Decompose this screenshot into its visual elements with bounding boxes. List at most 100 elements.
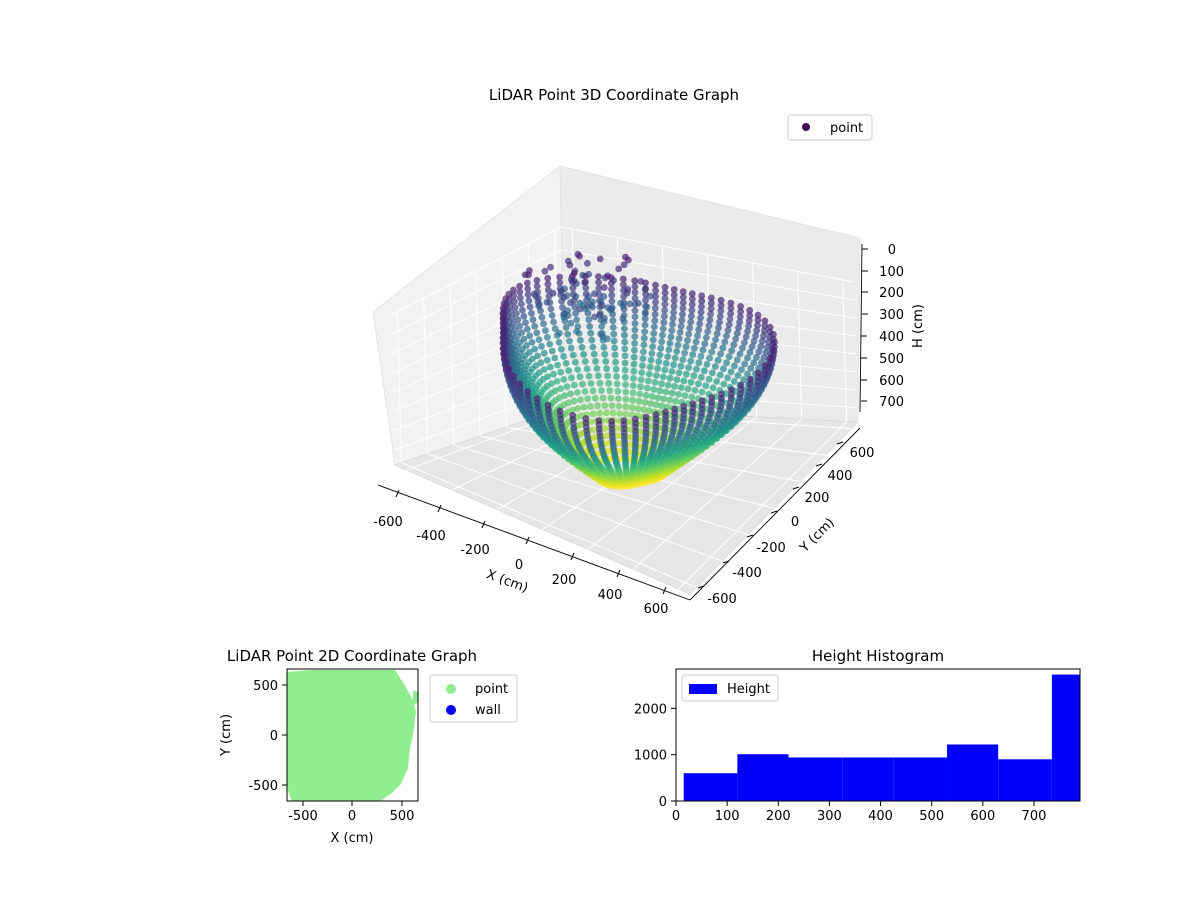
lidar-point: [607, 279, 615, 287]
lidar-point: [599, 394, 607, 402]
lidar-point: [542, 327, 549, 334]
lidar-point: [760, 354, 768, 361]
lidar-point: [572, 358, 579, 366]
chart-3d-y-tick-mark: [792, 486, 800, 490]
grid-line: [587, 416, 757, 550]
chart-3d-y-tick-label: 400: [828, 469, 853, 484]
grid-line: [632, 418, 802, 570]
lidar-point: [736, 350, 744, 358]
chart-3d-x-tick-label: -600: [373, 515, 403, 530]
lidar-point: [673, 376, 681, 383]
lidar-point: [708, 394, 716, 401]
chart-3d-z-tick-label: 0: [888, 243, 896, 258]
lidar-point: [595, 284, 603, 292]
lidar-point: [733, 356, 741, 364]
lidar-point: [595, 417, 603, 424]
lidar-point: [733, 329, 741, 337]
lidar-point: [651, 304, 659, 312]
chart-3d-x-tick-mark: [616, 569, 621, 578]
chart-hist-legend-label: Height: [727, 682, 770, 697]
lidar-point: [583, 296, 591, 304]
lidar-point: [533, 277, 541, 284]
lidar-point: [648, 393, 656, 400]
lidar-point: [750, 337, 758, 345]
lidar-point: [727, 310, 734, 317]
lidar-point: [646, 363, 654, 371]
chart-3d-x-tick-mark: [662, 586, 667, 595]
lidar-point: [728, 347, 736, 355]
lidar-point: [598, 302, 606, 309]
lidar-point: [761, 322, 769, 330]
lidar-point: [592, 357, 599, 365]
lidar-point: [696, 320, 704, 328]
lidar-point: [604, 372, 611, 380]
lidar-point: [744, 354, 751, 362]
chart-3d-x-ticks: -600 -400 -200 0 200 400 600: [373, 489, 668, 617]
lidar-point: [566, 337, 573, 345]
lidar-point: [677, 322, 685, 330]
grid-line: [561, 249, 855, 301]
lidar-point: [647, 356, 655, 364]
lidar-point: [709, 384, 717, 392]
lidar-point: [551, 325, 559, 333]
lidar-point: [697, 314, 704, 322]
lidar-point: [609, 324, 617, 331]
chart-2d: LiDAR Point 2D Coordinate Graph -500 0 5…: [219, 647, 518, 846]
lidar-point: [510, 377, 518, 385]
lidar-point: [548, 312, 556, 319]
lidar-point: [546, 340, 554, 348]
lidar-point: [720, 365, 727, 373]
lidar-point: [645, 370, 653, 378]
lidar-point: [676, 329, 684, 336]
lidar-point: [534, 352, 541, 360]
lidar-point: [716, 371, 724, 379]
lidar-point: [581, 279, 589, 286]
chart-2d-legend-marker-wall: [446, 705, 456, 715]
lidar-point: [499, 324, 507, 332]
lidar-point: [596, 379, 604, 387]
lidar-point: [549, 289, 557, 297]
lidar-point: [604, 272, 611, 280]
lidar-point: [671, 405, 679, 413]
lidar-point: [601, 350, 609, 358]
lidar-point: [715, 324, 722, 332]
lidar-point: [657, 344, 665, 352]
lidar-point: [754, 316, 762, 324]
lidar-point: [524, 325, 531, 333]
lidar-point: [640, 334, 648, 342]
lidar-point: [640, 406, 648, 413]
lidar-point: [642, 296, 649, 304]
lidar-point: [761, 317, 769, 325]
lidar-point: [608, 402, 616, 409]
lidar-point: [674, 341, 682, 349]
lidar-point: [540, 349, 548, 357]
lidar-point: [576, 299, 584, 307]
lidar-point: [658, 338, 666, 346]
lidar-point: [658, 402, 666, 410]
lidar-point: [697, 308, 705, 316]
lidar-point: [628, 404, 636, 411]
lidar-point: [637, 383, 644, 391]
lidar-point: [540, 320, 547, 328]
lidar-point: [668, 389, 676, 397]
chart-2d-y-ticks: -500 0 500: [248, 679, 287, 794]
lidar-point: [771, 338, 778, 346]
chart-2d-plot-area: [287, 670, 418, 801]
lidar-point: [679, 288, 687, 296]
chart-3d-x-tick-mark: [481, 520, 486, 529]
lidar-point: [631, 288, 639, 296]
lidar-point: [631, 277, 639, 285]
lidar-point: [544, 333, 551, 341]
lidar-point: [669, 321, 676, 328]
lidar-point: [630, 360, 638, 368]
lidar-point: [642, 302, 649, 310]
lidar-point: [741, 339, 748, 346]
lidar-point: [688, 301, 696, 308]
chart-3d-y-tick-mark: [836, 441, 844, 445]
lidar-point: [528, 309, 535, 317]
lidar-point: [744, 328, 751, 335]
lidar-point: [717, 307, 725, 315]
chart-3d-x-axis: [377, 484, 691, 601]
lidar-point: [544, 280, 552, 288]
lidar-point: [665, 346, 673, 354]
